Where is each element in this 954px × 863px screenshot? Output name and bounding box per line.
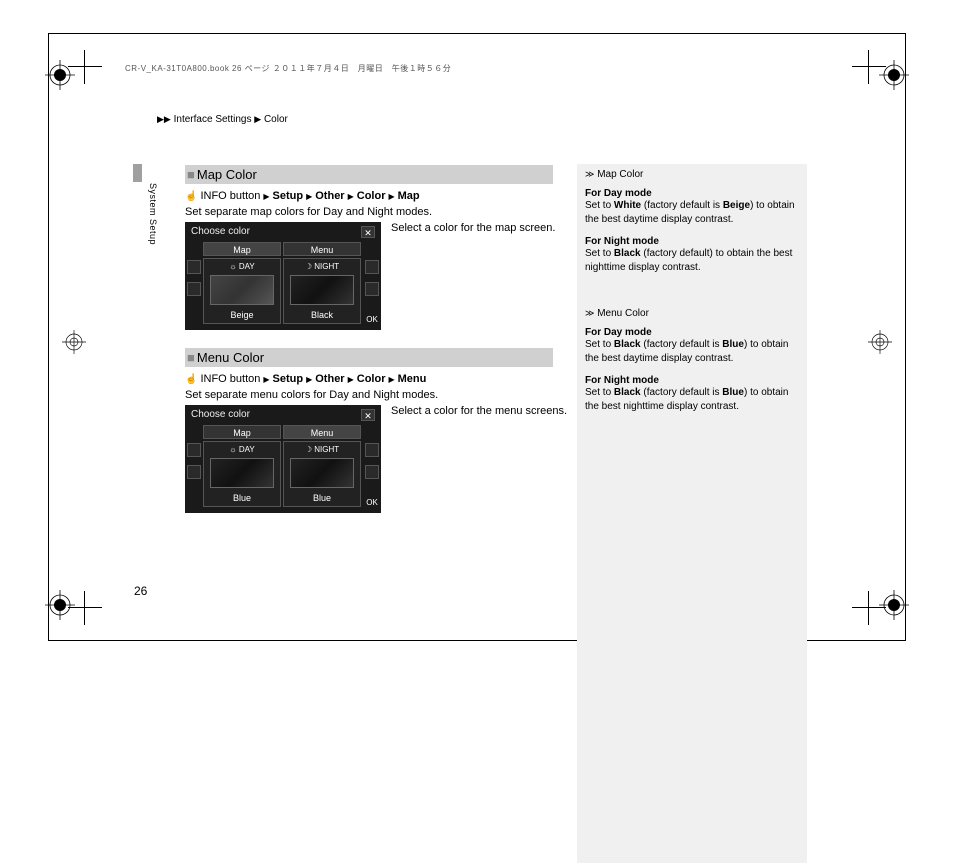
mode-title: For Day mode xyxy=(585,188,799,199)
note-icon: ≫ xyxy=(585,308,594,318)
nav-step: Menu xyxy=(398,373,427,385)
screen-tab: Menu xyxy=(283,242,361,256)
sidebar-text: Set to Black (factory default is Blue) t… xyxy=(585,338,799,365)
sidebar-text: Set to Black (factory default) to obtain… xyxy=(585,247,799,274)
triangle-icon: ▶ xyxy=(388,192,394,201)
close-icon: ✕ xyxy=(361,409,375,421)
screen-title: Choose color xyxy=(191,409,250,420)
nav-screenshot: Choose color ✕ Map Menu ☼ DAY Blue ☽ NIG… xyxy=(185,405,381,513)
note-icon: ≫ xyxy=(585,169,594,179)
side-button-icon xyxy=(365,465,379,479)
mode-title: For Day mode xyxy=(585,327,799,338)
pane-color-name: Black xyxy=(284,310,360,320)
section-header-menu-color: ■ Menu Color xyxy=(185,348,553,367)
square-bullet-icon: ■ xyxy=(187,167,195,182)
edge-tab-label: System Setup xyxy=(148,183,158,245)
screen-tab: Map xyxy=(203,425,281,439)
close-icon: ✕ xyxy=(361,226,375,238)
pane-label: ☼ DAY xyxy=(204,445,280,454)
section-title: Map Color xyxy=(197,167,257,182)
sidebar-title: Map Color xyxy=(597,169,643,180)
side-button-icon xyxy=(365,443,379,457)
side-button-icon xyxy=(187,443,201,457)
nav-step: Other xyxy=(315,373,344,385)
triangle-icon: ▶ xyxy=(306,192,312,201)
breadcrumb-item: Interface Settings xyxy=(174,114,252,125)
section-header-map-color: ■ Map Color xyxy=(185,165,553,184)
nav-step: Color xyxy=(357,373,386,385)
triangle-icon: ▶ xyxy=(254,114,261,124)
map-preview-icon xyxy=(290,275,354,305)
edge-tab-bar xyxy=(133,164,142,182)
sidebar-text: Set to White (factory default is Beige) … xyxy=(585,199,799,226)
pane-label: ☼ DAY xyxy=(204,262,280,271)
section-title: Menu Color xyxy=(197,350,264,365)
triangle-icon: ▶ xyxy=(263,192,269,201)
square-bullet-icon: ■ xyxy=(187,350,195,365)
nav-step: Setup xyxy=(273,373,304,385)
triangle-icon: ▶ xyxy=(263,375,269,384)
night-pane: ☽ NIGHT Blue xyxy=(283,441,361,507)
registration-mark-icon xyxy=(45,60,75,90)
pane-label: ☽ NIGHT xyxy=(284,445,360,454)
pane-color-name: Blue xyxy=(284,493,360,503)
registration-mark-icon xyxy=(62,330,86,359)
pane-color-name: Beige xyxy=(204,310,280,320)
nav-step: Color xyxy=(357,190,386,202)
side-button-icon xyxy=(187,465,201,479)
triangle-icon: ▶ xyxy=(306,375,312,384)
triangle-icon: ▶ xyxy=(388,375,394,384)
sidebar-heading: ≫ Map Color xyxy=(585,169,799,180)
registration-mark-icon xyxy=(45,590,75,620)
menu-preview-icon xyxy=(210,458,274,488)
pane-color-name: Blue xyxy=(204,493,280,503)
breadcrumb: ▶▶ Interface Settings ▶ Color xyxy=(157,114,288,125)
map-preview-icon xyxy=(210,275,274,305)
registration-mark-icon xyxy=(879,60,909,90)
nav-step: Map xyxy=(398,190,420,202)
nav-start: INFO button xyxy=(200,190,260,202)
triangle-icon: ▶▶ xyxy=(157,114,171,124)
triangle-icon: ▶ xyxy=(348,192,354,201)
nav-screenshot: Choose color ✕ Map Menu ☼ DAY Beige ☽ NI… xyxy=(185,222,381,330)
side-button-icon xyxy=(365,260,379,274)
ok-label: OK xyxy=(365,497,379,509)
mode-title: For Night mode xyxy=(585,375,799,386)
ok-label: OK xyxy=(365,314,379,326)
triangle-icon: ▶ xyxy=(348,375,354,384)
day-pane: ☼ DAY Beige xyxy=(203,258,281,324)
sidebar-title: Menu Color xyxy=(597,308,649,319)
sidebar-text: Set to Black (factory default is Blue) t… xyxy=(585,386,799,413)
nav-start: INFO button xyxy=(200,373,260,385)
screen-tab: Map xyxy=(203,242,281,256)
sidebar-notes: ≫ Map Color For Day mode Set to White (f… xyxy=(577,164,807,863)
nav-step: Other xyxy=(315,190,344,202)
night-pane: ☽ NIGHT Black xyxy=(283,258,361,324)
mode-title: For Night mode xyxy=(585,236,799,247)
menu-preview-icon xyxy=(290,458,354,488)
hand-icon: ☝ xyxy=(185,191,197,202)
page-number: 26 xyxy=(134,584,147,598)
nav-step: Setup xyxy=(273,190,304,202)
breadcrumb-item: Color xyxy=(264,114,288,125)
registration-mark-icon xyxy=(879,590,909,620)
screen-tab: Menu xyxy=(283,425,361,439)
side-button-icon xyxy=(187,260,201,274)
hand-icon: ☝ xyxy=(185,374,197,385)
screen-title: Choose color xyxy=(191,226,250,237)
pane-label: ☽ NIGHT xyxy=(284,262,360,271)
sidebar-heading: ≫ Menu Color xyxy=(585,308,799,319)
day-pane: ☼ DAY Blue xyxy=(203,441,281,507)
side-button-icon xyxy=(365,282,379,296)
print-header: CR-V_KA-31T0A800.book 26 ページ ２０１１年７月４日 月… xyxy=(125,63,451,74)
side-button-icon xyxy=(187,282,201,296)
